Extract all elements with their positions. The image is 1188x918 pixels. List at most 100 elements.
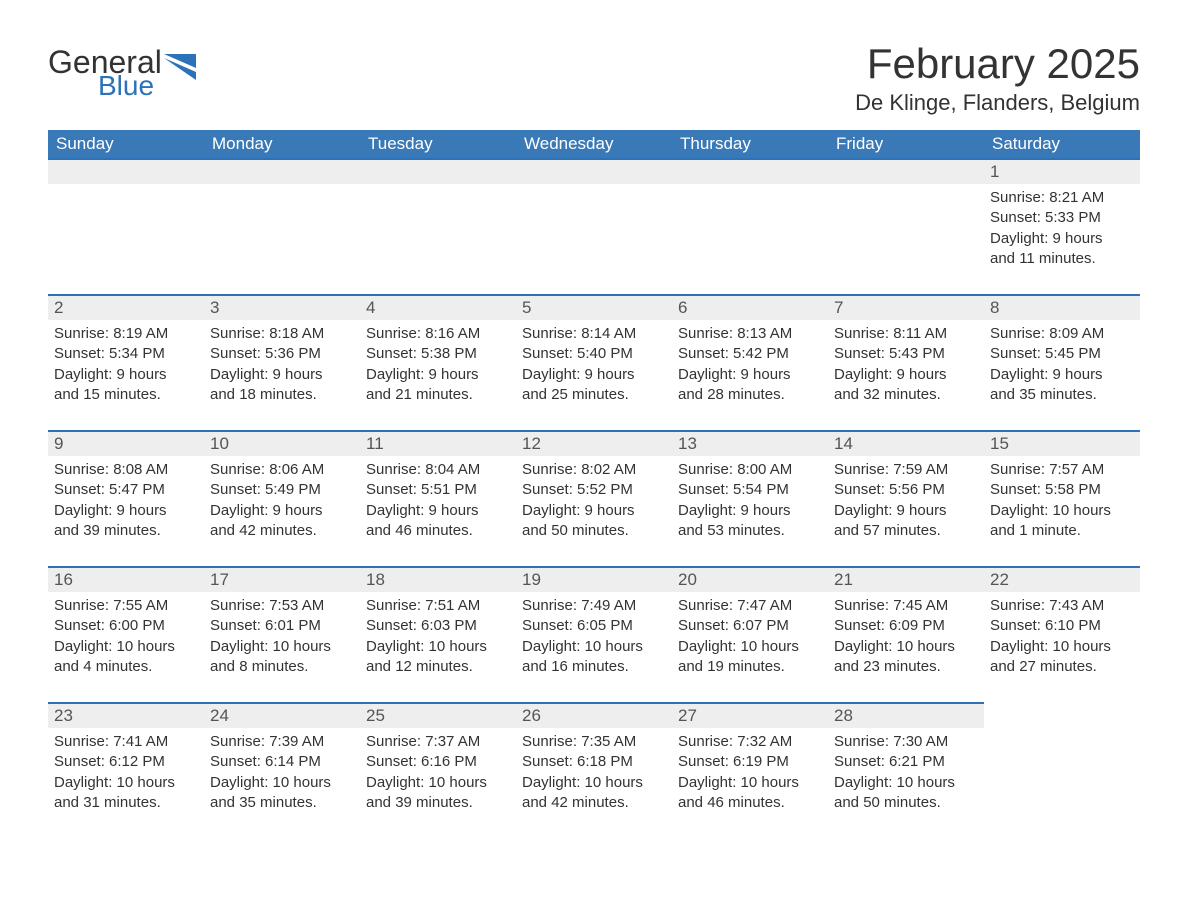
day-body: Sunrise: 7:47 AMSunset: 6:07 PMDaylight:…	[672, 592, 828, 677]
day-sunrise: Sunrise: 8:11 AM	[834, 324, 978, 344]
logo-text: General Blue	[48, 48, 162, 98]
day-sunrise: Sunrise: 8:08 AM	[54, 460, 198, 480]
day-body: Sunrise: 7:59 AMSunset: 5:56 PMDaylight:…	[828, 456, 984, 541]
logo: General Blue	[48, 48, 196, 98]
day-daylight1: Daylight: 9 hours	[210, 365, 354, 385]
day-daylight1: Daylight: 10 hours	[522, 773, 666, 793]
day-sunset: Sunset: 6:09 PM	[834, 616, 978, 636]
day-sunset: Sunset: 6:21 PM	[834, 752, 978, 772]
day-sunset: Sunset: 5:36 PM	[210, 344, 354, 364]
calendar-cell: 18Sunrise: 7:51 AMSunset: 6:03 PMDayligh…	[360, 566, 516, 694]
day-sunset: Sunset: 5:51 PM	[366, 480, 510, 500]
day-daylight2: and 39 minutes.	[366, 793, 510, 813]
day-body: Sunrise: 8:19 AMSunset: 5:34 PMDaylight:…	[48, 320, 204, 405]
day-sunrise: Sunrise: 7:41 AM	[54, 732, 198, 752]
day-body: Sunrise: 8:18 AMSunset: 5:36 PMDaylight:…	[204, 320, 360, 405]
week-separator	[48, 422, 1140, 430]
day-body: Sunrise: 8:00 AMSunset: 5:54 PMDaylight:…	[672, 456, 828, 541]
day-number-bar: 6	[672, 294, 828, 320]
day-daylight2: and 39 minutes.	[54, 521, 198, 541]
day-sunrise: Sunrise: 8:19 AM	[54, 324, 198, 344]
calendar-cell: 23Sunrise: 7:41 AMSunset: 6:12 PMDayligh…	[48, 702, 204, 830]
day-daylight1: Daylight: 10 hours	[54, 637, 198, 657]
day-header: Saturday	[984, 130, 1140, 158]
day-sunset: Sunset: 6:16 PM	[366, 752, 510, 772]
calendar-cell: 12Sunrise: 8:02 AMSunset: 5:52 PMDayligh…	[516, 430, 672, 558]
calendar-cell: 3Sunrise: 8:18 AMSunset: 5:36 PMDaylight…	[204, 294, 360, 422]
day-daylight2: and 50 minutes.	[834, 793, 978, 813]
day-sunrise: Sunrise: 7:49 AM	[522, 596, 666, 616]
day-sunset: Sunset: 5:54 PM	[678, 480, 822, 500]
day-number-bar: 22	[984, 566, 1140, 592]
day-number-bar: 13	[672, 430, 828, 456]
day-sunrise: Sunrise: 7:59 AM	[834, 460, 978, 480]
day-number-bar: 17	[204, 566, 360, 592]
day-number-bar	[204, 158, 360, 184]
day-sunset: Sunset: 6:19 PM	[678, 752, 822, 772]
day-sunrise: Sunrise: 8:16 AM	[366, 324, 510, 344]
day-sunrise: Sunrise: 8:13 AM	[678, 324, 822, 344]
day-daylight1: Daylight: 9 hours	[54, 501, 198, 521]
day-number-bar	[828, 158, 984, 184]
day-body: Sunrise: 7:30 AMSunset: 6:21 PMDaylight:…	[828, 728, 984, 813]
day-header: Tuesday	[360, 130, 516, 158]
day-daylight2: and 18 minutes.	[210, 385, 354, 405]
day-number-bar: 3	[204, 294, 360, 320]
day-daylight2: and 11 minutes.	[990, 249, 1134, 269]
calendar-cell: 10Sunrise: 8:06 AMSunset: 5:49 PMDayligh…	[204, 430, 360, 558]
day-daylight1: Daylight: 9 hours	[366, 501, 510, 521]
calendar-cell	[828, 158, 984, 286]
calendar-cell: 19Sunrise: 7:49 AMSunset: 6:05 PMDayligh…	[516, 566, 672, 694]
day-daylight2: and 27 minutes.	[990, 657, 1134, 677]
location: De Klinge, Flanders, Belgium	[855, 90, 1140, 116]
calendar-cell: 15Sunrise: 7:57 AMSunset: 5:58 PMDayligh…	[984, 430, 1140, 558]
day-daylight2: and 57 minutes.	[834, 521, 978, 541]
day-daylight2: and 15 minutes.	[54, 385, 198, 405]
day-daylight2: and 42 minutes.	[522, 793, 666, 813]
day-sunrise: Sunrise: 8:06 AM	[210, 460, 354, 480]
day-body: Sunrise: 7:32 AMSunset: 6:19 PMDaylight:…	[672, 728, 828, 813]
day-daylight2: and 28 minutes.	[678, 385, 822, 405]
day-body: Sunrise: 7:57 AMSunset: 5:58 PMDaylight:…	[984, 456, 1140, 541]
day-sunrise: Sunrise: 8:00 AM	[678, 460, 822, 480]
day-daylight2: and 31 minutes.	[54, 793, 198, 813]
calendar-cell: 22Sunrise: 7:43 AMSunset: 6:10 PMDayligh…	[984, 566, 1140, 694]
day-daylight2: and 46 minutes.	[678, 793, 822, 813]
day-sunset: Sunset: 5:42 PM	[678, 344, 822, 364]
calendar-cell: 16Sunrise: 7:55 AMSunset: 6:00 PMDayligh…	[48, 566, 204, 694]
day-sunset: Sunset: 5:49 PM	[210, 480, 354, 500]
day-body: Sunrise: 7:39 AMSunset: 6:14 PMDaylight:…	[204, 728, 360, 813]
day-sunrise: Sunrise: 8:21 AM	[990, 188, 1134, 208]
day-sunrise: Sunrise: 7:47 AM	[678, 596, 822, 616]
day-sunrise: Sunrise: 7:53 AM	[210, 596, 354, 616]
day-sunset: Sunset: 5:45 PM	[990, 344, 1134, 364]
day-daylight2: and 16 minutes.	[522, 657, 666, 677]
day-daylight1: Daylight: 9 hours	[678, 365, 822, 385]
day-body: Sunrise: 8:02 AMSunset: 5:52 PMDaylight:…	[516, 456, 672, 541]
calendar-cell	[360, 158, 516, 286]
calendar-cell: 26Sunrise: 7:35 AMSunset: 6:18 PMDayligh…	[516, 702, 672, 830]
day-daylight1: Daylight: 10 hours	[678, 773, 822, 793]
day-sunrise: Sunrise: 7:51 AM	[366, 596, 510, 616]
day-sunrise: Sunrise: 8:14 AM	[522, 324, 666, 344]
day-number-bar: 12	[516, 430, 672, 456]
calendar-cell: 24Sunrise: 7:39 AMSunset: 6:14 PMDayligh…	[204, 702, 360, 830]
day-daylight1: Daylight: 10 hours	[834, 773, 978, 793]
day-sunrise: Sunrise: 7:39 AM	[210, 732, 354, 752]
page-title: February 2025	[855, 40, 1140, 88]
day-sunset: Sunset: 6:01 PM	[210, 616, 354, 636]
calendar-week: 16Sunrise: 7:55 AMSunset: 6:00 PMDayligh…	[48, 566, 1140, 694]
day-sunset: Sunset: 5:52 PM	[522, 480, 666, 500]
week-separator	[48, 694, 1140, 702]
calendar-cell: 8Sunrise: 8:09 AMSunset: 5:45 PMDaylight…	[984, 294, 1140, 422]
calendar-cell: 11Sunrise: 8:04 AMSunset: 5:51 PMDayligh…	[360, 430, 516, 558]
day-sunrise: Sunrise: 8:09 AM	[990, 324, 1134, 344]
day-sunrise: Sunrise: 7:45 AM	[834, 596, 978, 616]
calendar-cell: 9Sunrise: 8:08 AMSunset: 5:47 PMDaylight…	[48, 430, 204, 558]
day-sunrise: Sunrise: 7:32 AM	[678, 732, 822, 752]
day-daylight1: Daylight: 10 hours	[210, 773, 354, 793]
day-daylight2: and 32 minutes.	[834, 385, 978, 405]
day-daylight1: Daylight: 9 hours	[678, 501, 822, 521]
day-daylight2: and 12 minutes.	[366, 657, 510, 677]
day-daylight1: Daylight: 10 hours	[366, 637, 510, 657]
